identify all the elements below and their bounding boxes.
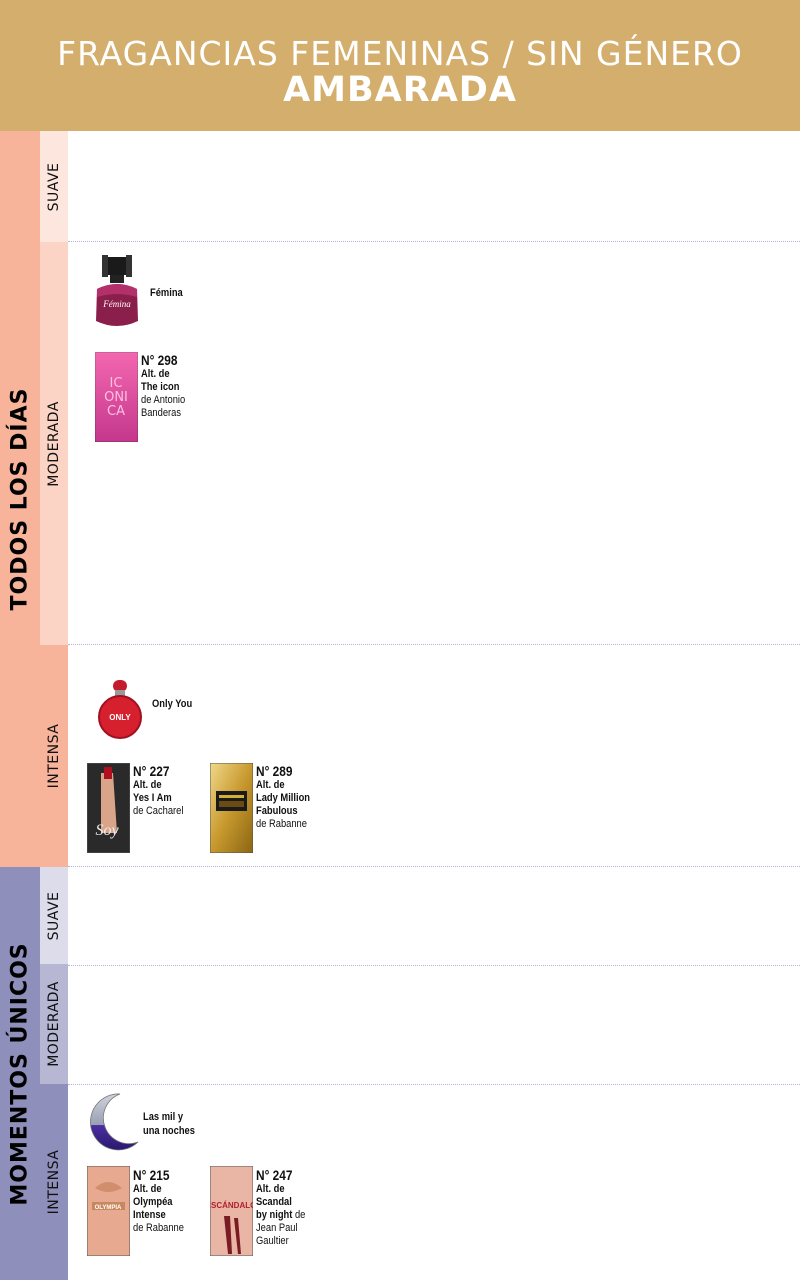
brand-name-2: Gaultier xyxy=(256,1235,289,1247)
femina-name: Fémina xyxy=(150,287,183,299)
milnoches-name: Las mil y una noches xyxy=(143,1110,195,1138)
brand-inline: de xyxy=(294,1209,306,1221)
product-number: N° 298 xyxy=(141,352,178,368)
section-label-todos: TODOS LOS DÍAS xyxy=(7,387,33,611)
sub-band-todos-moderada: MODERADA xyxy=(40,242,68,645)
header-title: FRAGANCIAS FEMENINAS / SIN GÉNERO xyxy=(57,34,743,73)
soy-box-image[interactable]: Soy xyxy=(86,762,131,854)
product-247-box-image[interactable]: ESCÁNDALO xyxy=(206,1165,256,1257)
svg-text:IC: IC xyxy=(110,376,123,391)
header-banner: FRAGANCIAS FEMENINAS / SIN GÉNERO AMBARA… xyxy=(0,0,800,131)
sub-band-momentos-intensa: INTENSA xyxy=(40,1084,68,1280)
row-divider xyxy=(68,866,800,867)
product-number: N° 215 xyxy=(133,1167,170,1183)
brand-name: de Cacharel xyxy=(133,805,184,817)
onlyyou-bottle-image[interactable]: ONLY xyxy=(97,678,143,740)
intensity-label-moderada: MODERADA xyxy=(46,981,62,1067)
product-215-text: N° 215 Alt. de Olympéa Intense de Rabann… xyxy=(133,1168,184,1235)
brand-name: Jean Paul xyxy=(256,1222,298,1234)
alt-label: Alt. de xyxy=(133,1183,162,1195)
svg-text:OLYMPIA: OLYMPIA xyxy=(95,1205,122,1211)
product-215-box-image[interactable]: OLYMPIA xyxy=(86,1165,131,1257)
sub-band-todos-suave: SUAVE xyxy=(40,131,68,242)
brand-name: de Rabanne xyxy=(133,1222,184,1234)
svg-text:CA: CA xyxy=(107,404,125,419)
row-divider xyxy=(68,644,800,645)
intensity-label-intensa: INTENSA xyxy=(46,723,62,789)
milnoches-name-line1: Las mil y xyxy=(143,1111,184,1123)
product-289-box-image[interactable] xyxy=(209,762,254,854)
alt-label: Alt. de xyxy=(256,1183,285,1195)
sub-band-momentos-suave: SUAVE xyxy=(40,867,68,964)
product-227-text: N° 227 Alt. de Yes I Am de Cacharel xyxy=(133,764,183,818)
reference-name: Olympéa xyxy=(133,1196,173,1208)
alt-label: Alt. de xyxy=(133,779,162,791)
row-divider xyxy=(68,965,800,966)
svg-text:ESCÁNDALO: ESCÁNDALO xyxy=(210,1201,253,1210)
sub-band-todos-intensa: INTENSA xyxy=(40,645,68,867)
product-289-text: N° 289 Alt. de Lady Million Fabulous de … xyxy=(256,764,310,831)
brand-name-2: Banderas xyxy=(141,407,182,419)
product-number: N° 247 xyxy=(256,1167,293,1183)
sub-band-momentos-moderada: MODERADA xyxy=(40,964,68,1084)
section-band-todos: TODOS LOS DÍAS xyxy=(0,131,40,867)
product-number: N° 289 xyxy=(256,763,293,779)
milnoches-bottle-image[interactable] xyxy=(88,1092,140,1152)
svg-text:Fémina: Fémina xyxy=(102,299,131,309)
reference-name-2: Intense xyxy=(133,1209,166,1221)
intensity-label-suave: SUAVE xyxy=(46,891,62,940)
svg-text:ONLY: ONLY xyxy=(109,713,131,722)
brand-name: de Rabanne xyxy=(256,818,307,830)
svg-text:ONI: ONI xyxy=(104,390,128,405)
header-subtitle: AMBARADA xyxy=(283,70,517,110)
product-247-text: N° 247 Alt. de Scandal by night de Jean … xyxy=(256,1168,305,1248)
section-label-momentos: MOMENTOS ÚNICOS xyxy=(7,941,33,1206)
svg-text:Soy: Soy xyxy=(95,822,119,839)
intensity-label-moderada: MODERADA xyxy=(46,400,62,487)
row-divider xyxy=(68,1084,800,1085)
reference-name: Scandal xyxy=(256,1196,292,1208)
section-band-momentos: MOMENTOS ÚNICOS xyxy=(0,867,40,1280)
intensity-label-suave: SUAVE xyxy=(46,162,62,211)
reference-name: Yes I Am xyxy=(133,792,172,804)
onlyyou-name: Only You xyxy=(152,698,193,710)
reference-name-2: Fabulous xyxy=(256,805,298,817)
intensity-label-intensa: INTENSA xyxy=(46,1149,62,1215)
alt-label: Alt. de xyxy=(256,779,285,791)
reference-name: Lady Million xyxy=(256,792,311,804)
alt-label: Alt. de xyxy=(141,368,170,380)
product-number: N° 227 xyxy=(133,763,170,779)
brand-name: de Antonio xyxy=(141,394,186,406)
milnoches-name-line2: una noches xyxy=(143,1125,195,1137)
femina-bottle-image[interactable]: Fémina xyxy=(92,255,142,330)
reference-name-2: by night xyxy=(256,1209,293,1221)
row-divider xyxy=(68,241,800,242)
reference-name: The icon xyxy=(141,381,180,393)
product-298-text: N° 298 Alt. de The icon de Antonio Bande… xyxy=(141,353,185,420)
iconica-box-image[interactable]: IC ONI CA xyxy=(94,351,139,443)
